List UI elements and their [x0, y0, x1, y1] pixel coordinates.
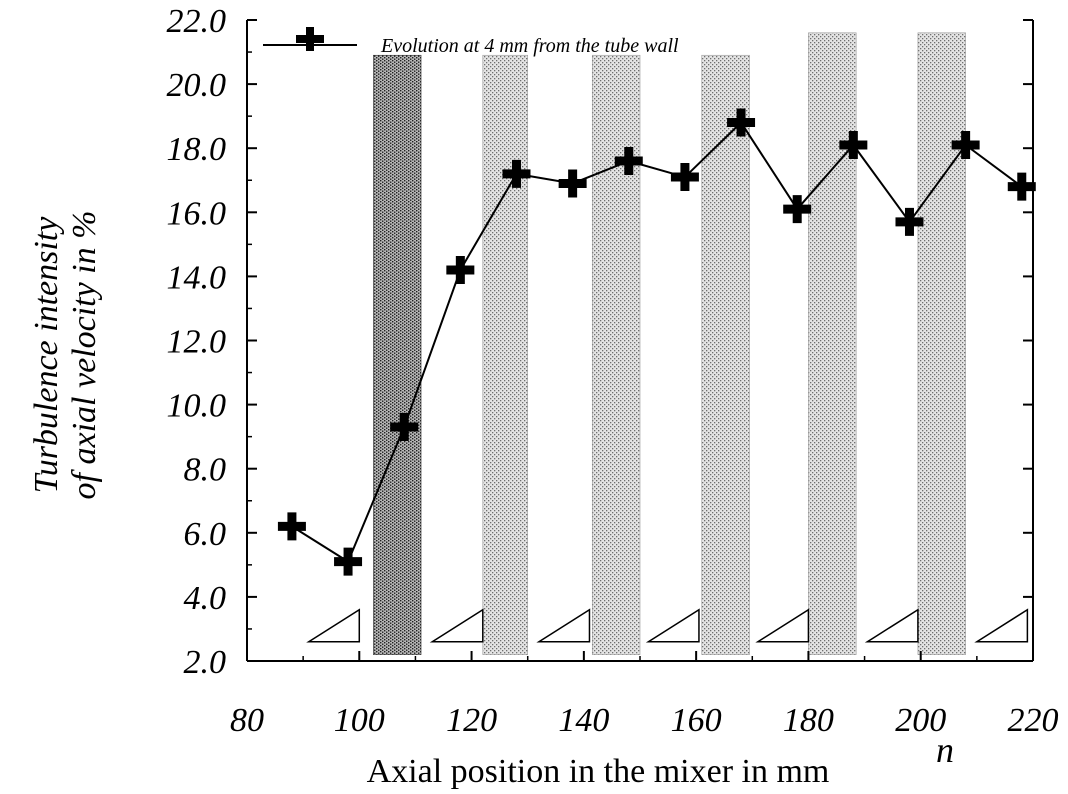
element-triangle-4 [645, 608, 700, 643]
element-triangle-2 [429, 608, 484, 643]
data-point [895, 207, 924, 236]
y-tick-label: 12.0 [167, 324, 227, 361]
shaded-region-2 [482, 54, 529, 655]
data-point [390, 413, 419, 442]
x-tick-label: 140 [558, 702, 609, 739]
y-tick-label: 18.0 [167, 131, 227, 168]
element-triangle-5 [755, 608, 810, 643]
x-tick-label: 220 [1008, 702, 1059, 739]
y-tick-label: 22.0 [167, 3, 227, 40]
y-tick-label: 14.0 [167, 259, 227, 296]
element-triangles [306, 608, 1029, 643]
shaded-region-4 [701, 54, 750, 655]
data-point [614, 147, 643, 176]
data-point [502, 159, 531, 188]
shaded-regions [373, 32, 966, 655]
element-triangle-3 [536, 608, 591, 643]
y-tick-label: 10.0 [167, 388, 227, 425]
data-point [727, 108, 756, 137]
shaded-region-3 [591, 54, 641, 655]
element-triangle-6 [864, 608, 919, 643]
data-series [277, 108, 1036, 576]
data-point [558, 169, 587, 198]
data-point [1007, 172, 1036, 201]
element-triangle-1 [306, 608, 361, 643]
shaded-region-5 [808, 32, 857, 655]
y-axis-title-line-2: of axial velocity in % [66, 211, 103, 500]
x-tick-label: 120 [446, 702, 497, 739]
data-point [839, 130, 868, 159]
legend: Evolution at 4 mm from the tube wall [263, 27, 679, 57]
x-tick-label: 200 [895, 702, 946, 739]
shaded-region-1 [373, 54, 422, 655]
legend-label: Evolution at 4 mm from the tube wall [380, 35, 679, 57]
y-tick-label: 16.0 [167, 195, 227, 232]
data-point [446, 255, 475, 284]
data-point [670, 163, 699, 192]
shaded-region-6 [917, 32, 966, 655]
legend-plus-marker [296, 27, 324, 51]
x-tick-label: 160 [671, 702, 722, 739]
x-tick-label: 80 [230, 702, 264, 739]
x-tick-label: 180 [783, 702, 834, 739]
y-tick-label: 20.0 [167, 67, 227, 104]
data-point [951, 130, 980, 159]
element-triangle-7 [974, 608, 1029, 643]
series-line [291, 120, 1023, 564]
data-point [783, 195, 812, 224]
x-tick-label: 100 [334, 702, 385, 739]
y-axis-title-line-1: Turbulence intensity [28, 216, 65, 494]
y-tick-label: 4.0 [184, 580, 227, 617]
data-point [334, 547, 363, 576]
x-axis-title: Axial position in the mixer in mm [367, 753, 830, 790]
axes: 2.0 4.0 6.0 8.0 10.0 12.0 14.0 16.0 18.0 20.0 22.0… [167, 3, 1059, 739]
y-tick-label: 6.0 [184, 516, 227, 553]
corner-note: n [936, 730, 954, 770]
y-tick-label: 8.0 [184, 452, 227, 489]
data-point [277, 512, 306, 541]
y-tick-label: 2.0 [184, 644, 227, 681]
